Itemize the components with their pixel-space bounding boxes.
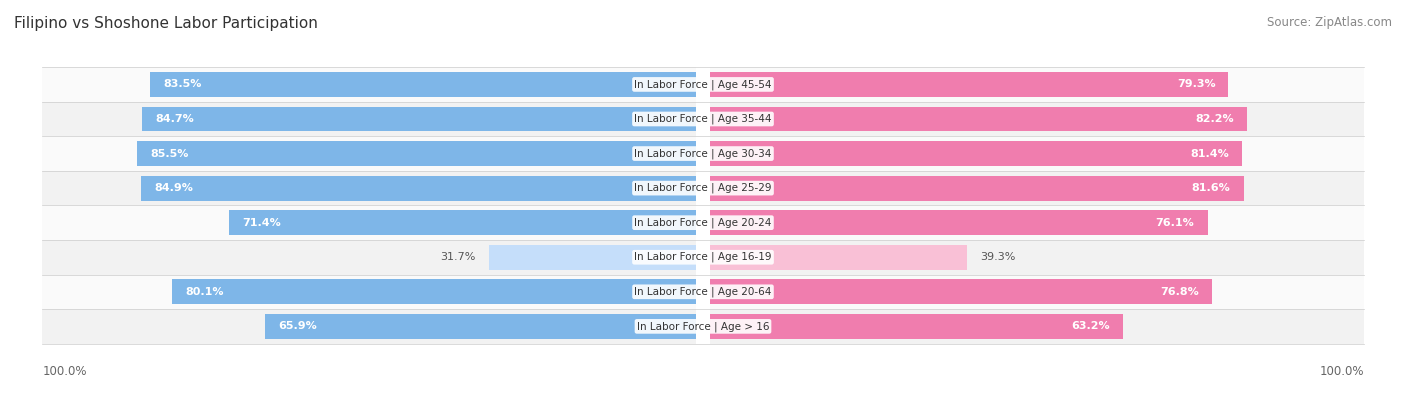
Text: 31.7%: 31.7% (440, 252, 475, 262)
Text: 65.9%: 65.9% (278, 322, 316, 331)
Bar (710, 314, 1123, 339)
Text: 84.7%: 84.7% (155, 114, 194, 124)
Bar (710, 141, 1243, 166)
Bar (42, 171, 696, 205)
Bar (710, 67, 1364, 102)
Text: In Labor Force | Age 20-64: In Labor Force | Age 20-64 (634, 286, 772, 297)
Bar (173, 279, 696, 304)
Text: 79.3%: 79.3% (1177, 79, 1215, 89)
Bar (136, 141, 696, 166)
Bar (150, 72, 696, 97)
Text: In Labor Force | Age 45-54: In Labor Force | Age 45-54 (634, 79, 772, 90)
Bar (266, 314, 696, 339)
Bar (42, 67, 696, 102)
Bar (710, 309, 1364, 344)
Bar (229, 210, 696, 235)
Text: In Labor Force | Age 30-34: In Labor Force | Age 30-34 (634, 148, 772, 159)
Text: In Labor Force | Age > 16: In Labor Force | Age > 16 (637, 321, 769, 332)
Text: 100.0%: 100.0% (1319, 365, 1364, 378)
Text: 85.5%: 85.5% (150, 149, 188, 158)
Text: In Labor Force | Age 16-19: In Labor Force | Age 16-19 (634, 252, 772, 263)
Bar (710, 102, 1364, 136)
Text: In Labor Force | Age 35-44: In Labor Force | Age 35-44 (634, 114, 772, 124)
Bar (489, 245, 696, 270)
Text: 76.1%: 76.1% (1156, 218, 1195, 228)
Bar (710, 240, 1364, 275)
Text: 100.0%: 100.0% (42, 365, 87, 378)
Bar (710, 279, 1212, 304)
Bar (710, 171, 1364, 205)
Bar (42, 136, 696, 171)
Text: 81.6%: 81.6% (1192, 183, 1230, 193)
Bar (710, 275, 1364, 309)
Bar (42, 309, 696, 344)
Bar (710, 205, 1364, 240)
Bar (42, 240, 696, 275)
Bar (710, 245, 967, 270)
Text: In Labor Force | Age 20-24: In Labor Force | Age 20-24 (634, 217, 772, 228)
Text: 63.2%: 63.2% (1071, 322, 1111, 331)
Bar (42, 102, 696, 136)
Bar (142, 107, 696, 132)
Text: 80.1%: 80.1% (186, 287, 224, 297)
Bar (710, 72, 1229, 97)
Text: 83.5%: 83.5% (163, 79, 201, 89)
Legend: Filipino, Shoshone: Filipino, Shoshone (620, 365, 786, 378)
Text: Filipino vs Shoshone Labor Participation: Filipino vs Shoshone Labor Participation (14, 16, 318, 31)
Bar (42, 205, 696, 240)
Text: 84.9%: 84.9% (155, 183, 193, 193)
Text: 76.8%: 76.8% (1160, 287, 1199, 297)
Bar (710, 136, 1364, 171)
Bar (710, 210, 1208, 235)
Text: 39.3%: 39.3% (980, 252, 1015, 262)
Text: 71.4%: 71.4% (242, 218, 281, 228)
Bar (710, 107, 1247, 132)
Bar (141, 176, 696, 201)
Text: In Labor Force | Age 25-29: In Labor Force | Age 25-29 (634, 183, 772, 194)
Text: 82.2%: 82.2% (1195, 114, 1234, 124)
Bar (42, 275, 696, 309)
Text: 81.4%: 81.4% (1191, 149, 1229, 158)
Text: Source: ZipAtlas.com: Source: ZipAtlas.com (1267, 16, 1392, 29)
Bar (710, 176, 1243, 201)
